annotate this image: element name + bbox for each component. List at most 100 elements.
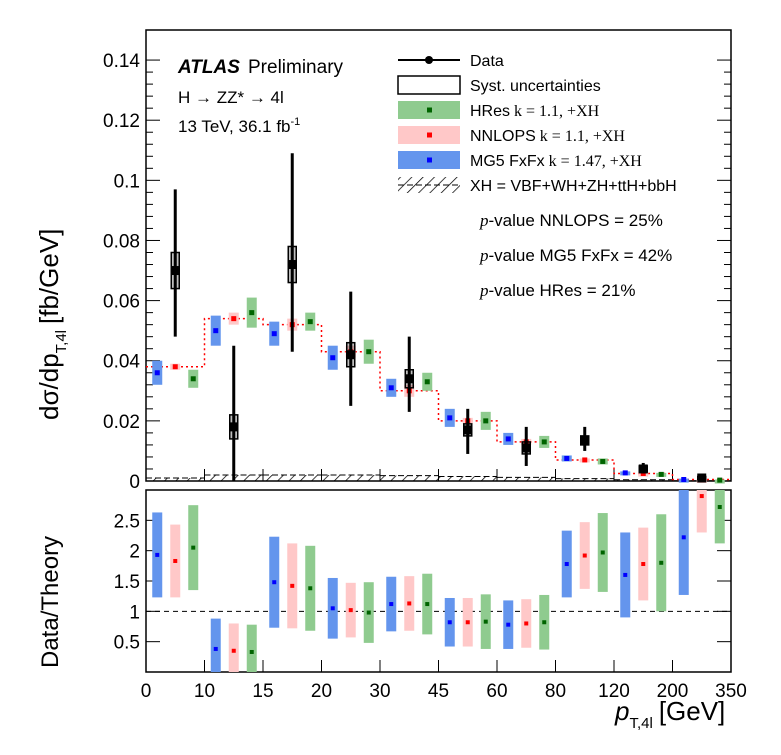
energy-lumi-label: 13 TeV, 36.1 fb-1 [178, 116, 300, 136]
theory-marker-0 [389, 385, 394, 390]
xh-band [439, 476, 498, 481]
xh-band [263, 475, 322, 481]
legend-label-syst: Syst. uncertainties [470, 78, 601, 95]
xh-band [497, 477, 556, 481]
x-tick-label: 0 [141, 681, 152, 702]
y-tick-label: 0.06 [103, 292, 140, 313]
atlas-label: ATLAS [177, 57, 240, 78]
x-tick-label: 20 [311, 681, 332, 702]
ratio-y-tick-label: 2.5 [114, 511, 140, 532]
ratio-marker-0 [214, 647, 218, 651]
process-label: H → ZZ* → 4l [178, 88, 284, 107]
legend-label-nnlops: NNLOPS k = 1.1, +XH [470, 128, 625, 145]
ratio-marker-1 [173, 559, 177, 563]
ratio-marker-1 [466, 620, 470, 624]
theory-marker-0 [155, 370, 160, 375]
y-tick-label: 0.12 [103, 111, 140, 132]
ratio-y-axis-label: Data/Theory [37, 536, 64, 668]
legend-syst-box [398, 76, 460, 94]
ratio-marker-1 [700, 494, 704, 498]
theory-marker-2 [366, 349, 371, 354]
ratio-marker-2 [250, 650, 254, 654]
legend-nnlops-marker [427, 133, 432, 138]
theory-marker-0 [623, 470, 628, 475]
xh-band [146, 478, 205, 481]
y-tick-label: 0.02 [103, 412, 140, 433]
data-point [522, 443, 531, 452]
x-tick-label: 45 [428, 681, 449, 702]
theory-marker-0 [272, 331, 277, 336]
ratio-band-0 [211, 619, 221, 672]
data-point [405, 374, 414, 383]
preliminary-label: Preliminary [248, 57, 344, 78]
x-tick-label: 80 [545, 681, 566, 702]
ratio-y-tick-label: 1 [129, 602, 140, 623]
y-axis-label: dσ/dpT,4l[fb/GeV] [34, 229, 70, 420]
theory-marker-0 [564, 456, 569, 461]
x-tick-label: 60 [486, 681, 507, 702]
data-point [580, 436, 589, 445]
theory-marker-2 [717, 478, 722, 483]
theory-marker-1 [582, 457, 587, 462]
xh-band [380, 476, 439, 481]
data-point [346, 350, 355, 359]
data-point [171, 266, 180, 275]
theory-marker-0 [506, 436, 511, 441]
legend-label-mg5: MG5 FxFx k = 1.47, +XH [470, 153, 642, 170]
data-point [463, 425, 472, 434]
data-point [697, 473, 706, 482]
theory-marker-0 [681, 477, 686, 482]
x-axis-label: pT,4l[GeV] [614, 696, 725, 732]
y-tick-label: 0.14 [103, 51, 140, 72]
p-value-label: p-value NNLOPS = 25% [479, 211, 663, 230]
x-tick-label: 30 [369, 681, 390, 702]
legend-hres-marker [427, 108, 432, 113]
xh-band [614, 480, 673, 481]
theory-marker-1 [173, 364, 178, 369]
data-point [639, 464, 648, 473]
xh-band [322, 475, 381, 481]
theory-marker-2 [659, 472, 664, 477]
ratio-marker-1 [407, 601, 411, 605]
x-tick-label: 15 [252, 681, 273, 702]
theory-marker-2 [249, 310, 254, 315]
ratio-band-1 [229, 623, 239, 672]
y-tick-label: 0.04 [103, 352, 140, 373]
theory-marker-2 [425, 379, 430, 384]
ratio-marker-0 [565, 562, 569, 566]
ratio-marker-1 [641, 562, 645, 566]
legend-mg5-marker [427, 158, 432, 163]
ratio-y-tick-label: 0.5 [114, 633, 140, 654]
ratio-marker-2 [718, 505, 722, 509]
ratio-marker-2 [308, 586, 312, 590]
theory-marker-2 [308, 319, 313, 324]
x-tick-label: 10 [194, 681, 215, 702]
theory-marker-2 [600, 459, 605, 464]
legend-label-xh: XH = VBF+WH+ZH+ttH+bbH [470, 178, 677, 195]
theory-marker-0 [447, 415, 452, 420]
ratio-marker-2 [542, 620, 546, 624]
ratio-marker-0 [389, 602, 393, 606]
theory-marker-2 [483, 418, 488, 423]
ratio-marker-2 [367, 611, 371, 615]
ratio-band-2 [715, 490, 725, 543]
ratio-marker-1 [290, 584, 294, 588]
ratio-marker-0 [155, 553, 159, 557]
ratio-marker-2 [601, 550, 605, 554]
ratio-marker-2 [191, 546, 195, 550]
theory-marker-1 [231, 316, 236, 321]
ratio-band-0 [679, 490, 689, 595]
data-point [288, 260, 297, 269]
y-tick-label: 0 [129, 472, 140, 493]
theory-marker-0 [330, 355, 335, 360]
ratio-marker-2 [659, 561, 663, 565]
ratio-marker-2 [484, 620, 488, 624]
ratio-marker-0 [272, 580, 276, 584]
theory-marker-2 [191, 376, 196, 381]
data-point [229, 422, 238, 431]
ratio-marker-0 [506, 623, 510, 627]
ratio-marker-2 [425, 602, 429, 606]
theory-marker-0 [213, 328, 218, 333]
ratio-marker-0 [331, 606, 335, 610]
